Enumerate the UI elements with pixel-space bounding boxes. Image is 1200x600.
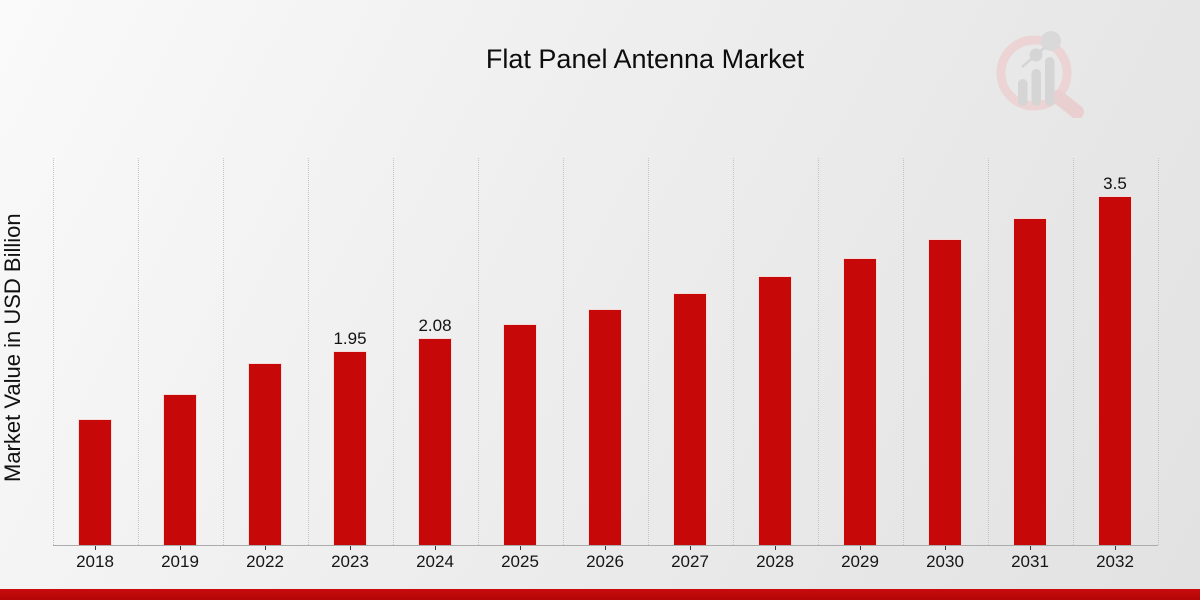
bar xyxy=(1098,196,1132,545)
x-axis-line xyxy=(52,545,1158,546)
x-axis-tick xyxy=(860,546,861,550)
x-tick-label: 2019 xyxy=(161,552,199,571)
magnifier-bar-chart-watermark-icon xyxy=(996,31,1084,118)
bar xyxy=(78,419,112,545)
bottom-accent-strip xyxy=(0,589,1200,600)
grid-line xyxy=(732,158,734,545)
x-axis-tick xyxy=(945,546,946,550)
grid-line xyxy=(647,158,649,545)
x-axis-tick xyxy=(605,546,606,550)
x-axis-tick xyxy=(775,546,776,550)
x-axis-tick xyxy=(350,546,351,550)
grid-line xyxy=(902,158,904,545)
x-axis-tick xyxy=(435,546,436,550)
grid-line xyxy=(477,158,479,545)
x-tick-label: 2023 xyxy=(331,552,369,571)
bar xyxy=(588,308,622,545)
bar xyxy=(758,275,792,545)
bar xyxy=(163,394,197,545)
grid-line xyxy=(562,158,564,545)
x-axis-tick xyxy=(520,546,521,550)
x-tick-label: 2018 xyxy=(76,552,114,571)
x-axis-tick xyxy=(1030,546,1031,550)
bar-value-label: 3.5 xyxy=(1103,174,1127,194)
x-tick-label: 2027 xyxy=(671,552,709,571)
x-tick-label: 2029 xyxy=(841,552,879,571)
x-axis-tick xyxy=(180,546,181,550)
bar xyxy=(333,350,367,545)
grid-line xyxy=(1157,158,1159,545)
grid-line xyxy=(307,158,309,545)
x-tick-label: 2026 xyxy=(586,552,624,571)
x-tick-label: 2025 xyxy=(501,552,539,571)
x-tick-label: 2022 xyxy=(246,552,284,571)
x-axis-tick xyxy=(265,546,266,550)
x-tick-label: 2024 xyxy=(416,552,454,571)
bar-value-label: 1.95 xyxy=(333,328,367,348)
bar xyxy=(673,292,707,545)
x-axis-tick xyxy=(1115,546,1116,550)
grid-line xyxy=(1072,158,1074,545)
bar xyxy=(503,323,537,545)
x-axis-tick xyxy=(95,546,96,550)
x-tick-label: 2028 xyxy=(756,552,794,571)
grid-line xyxy=(987,158,989,545)
x-tick-label: 2032 xyxy=(1096,552,1134,571)
bar xyxy=(1013,217,1047,545)
x-axis-tick xyxy=(690,546,691,550)
bar xyxy=(248,362,282,545)
grid-line xyxy=(817,158,819,545)
bar xyxy=(843,257,877,545)
bar xyxy=(928,238,962,545)
chart-title: Flat Panel Antenna Market xyxy=(485,44,805,74)
grid-line xyxy=(392,158,394,545)
bar xyxy=(418,337,452,545)
x-tick-label: 2031 xyxy=(1011,552,1049,571)
bar-value-label: 2.08 xyxy=(418,315,452,335)
grid-line xyxy=(52,158,54,545)
x-tick-label: 2030 xyxy=(926,552,964,571)
grid-line xyxy=(222,158,224,545)
grid-line xyxy=(137,158,139,545)
